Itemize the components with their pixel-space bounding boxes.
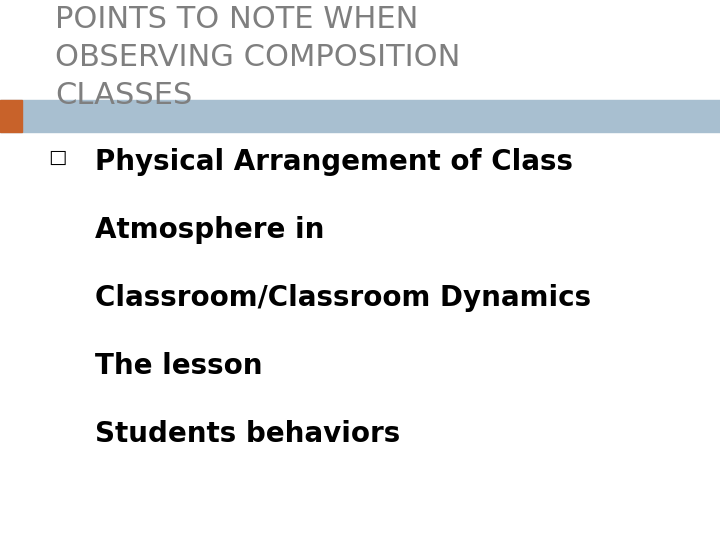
Text: POINTS TO NOTE WHEN: POINTS TO NOTE WHEN [55,5,418,34]
Text: Students behaviors: Students behaviors [95,420,400,448]
Bar [0,100,720,132]
Text: Atmosphere in: Atmosphere in [95,216,325,244]
Bar [0,100,22,132]
Text: OBSERVING COMPOSITION: OBSERVING COMPOSITION [55,43,460,72]
Text: Physical Arrangement of Class: Physical Arrangement of Class [95,148,573,176]
Text: CLASSES: CLASSES [55,81,192,110]
Text: Classroom/Classroom Dynamics: Classroom/Classroom Dynamics [95,284,591,312]
Text: The lesson: The lesson [95,352,263,380]
Text: □: □ [48,148,66,167]
